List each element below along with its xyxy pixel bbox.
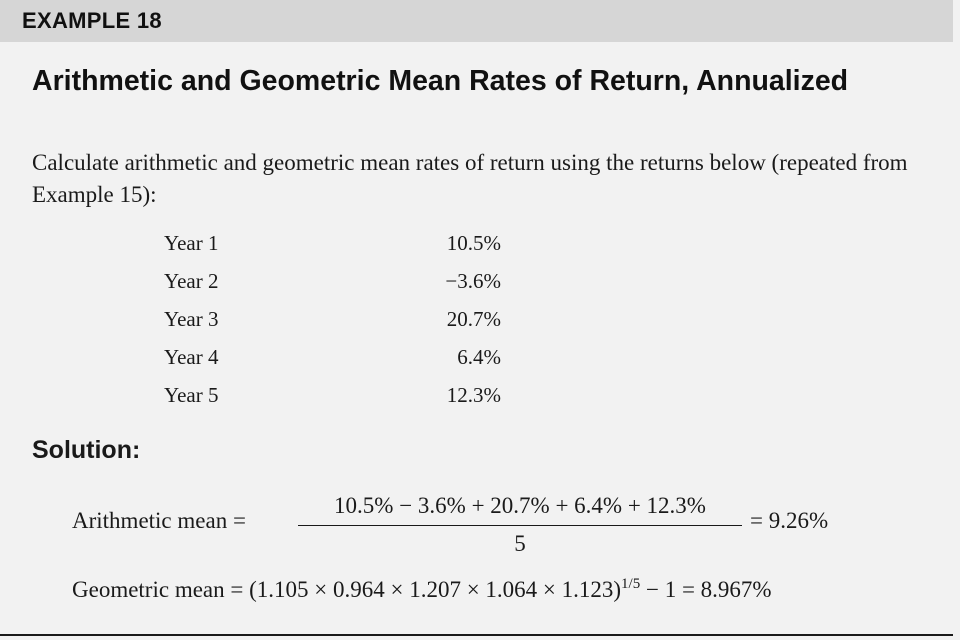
return-cell: 10.5% [446, 230, 501, 255]
geometric-mean-label: Geometric mean = [72, 577, 244, 602]
returns-table: Year 1 10.5% Year 2 −3.6% Year 3 20.7% Y… [164, 224, 501, 414]
fraction-numerator: 10.5% − 3.6% + 20.7% + 6.4% + 12.3% [334, 493, 706, 518]
return-cell: 12.3% [446, 382, 501, 407]
geometric-mean-result: − 1 = 8.967% [640, 577, 772, 602]
fraction-denominator: 5 [514, 531, 526, 556]
example-label: EXAMPLE 18 [22, 8, 162, 33]
table-row: Year 4 6.4% [164, 338, 501, 376]
return-cell: 6.4% [457, 344, 501, 369]
table-row: Year 2 −3.6% [164, 262, 501, 300]
example-header-bar: EXAMPLE 18 [0, 0, 953, 42]
year-cell: Year 3 [164, 306, 219, 331]
geometric-mean-exponent: 1/5 [621, 576, 641, 592]
bottom-divider [0, 634, 953, 636]
table-row: Year 3 20.7% [164, 300, 501, 338]
return-cell: −3.6% [445, 268, 501, 293]
arithmetic-mean-result: = 9.26% [750, 508, 829, 533]
arithmetic-mean-label-text: Arithmetic mean = [72, 508, 246, 533]
arithmetic-mean-label: Arithmetic mean = [72, 508, 246, 534]
year-cell: Year 2 [164, 268, 219, 293]
year-cell: Year 5 [164, 382, 219, 407]
fraction-bar [298, 525, 742, 526]
geometric-mean-expression: (1.105 × 0.964 × 1.207 × 1.064 × 1.123) [249, 577, 622, 602]
arithmetic-fraction: 10.5% − 3.6% + 20.7% + 6.4% + 12.3% 5 [298, 490, 742, 560]
intro-text: Calculate arithmetic and geometric mean … [32, 150, 908, 207]
year-cell: Year 4 [164, 344, 219, 369]
table-row: Year 1 10.5% [164, 224, 501, 262]
table-row: Year 5 12.3% [164, 376, 501, 414]
example-title: Arithmetic and Geometric Mean Rates of R… [32, 65, 849, 97]
solution-heading: Solution: [32, 436, 141, 464]
return-cell: 20.7% [446, 306, 501, 331]
year-cell: Year 1 [164, 230, 219, 255]
geometric-mean-formula: Geometric mean = (1.105 × 0.964 × 1.207 … [72, 576, 772, 603]
